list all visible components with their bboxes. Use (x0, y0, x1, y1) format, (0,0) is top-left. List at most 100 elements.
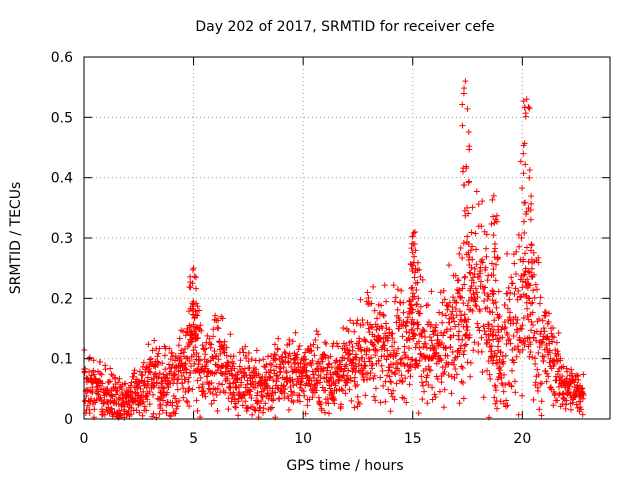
data-point (345, 367, 352, 374)
data-point (461, 85, 468, 92)
data-point (490, 288, 497, 295)
data-point (286, 341, 293, 348)
data-point (419, 379, 426, 386)
data-point (231, 365, 238, 372)
data-point (531, 294, 538, 301)
data-point (208, 380, 215, 387)
data-point (371, 372, 378, 379)
data-point (555, 329, 562, 336)
data-point (482, 264, 489, 271)
data-point (403, 319, 410, 326)
data-point (410, 290, 417, 297)
data-point (464, 359, 471, 366)
data-point (527, 216, 534, 223)
data-point (135, 378, 142, 385)
data-point (172, 395, 179, 402)
data-point (513, 353, 520, 360)
data-point (481, 289, 488, 296)
data-point (196, 307, 203, 314)
data-point (167, 413, 174, 420)
data-point (275, 375, 282, 382)
data-point (523, 208, 530, 215)
data-point (509, 367, 516, 374)
x-tick-label: 15 (404, 431, 422, 447)
data-point (186, 341, 193, 348)
data-point (405, 367, 412, 374)
data-point (145, 341, 152, 348)
data-point (281, 349, 288, 356)
data-point (89, 378, 96, 385)
data-point (192, 344, 199, 351)
data-point (438, 357, 445, 364)
data-point (520, 218, 527, 225)
data-point (367, 375, 374, 382)
data-point (411, 253, 418, 260)
data-point (466, 146, 473, 153)
data-point (404, 314, 411, 321)
data-point (84, 402, 91, 409)
data-point (459, 364, 466, 371)
data-point (501, 301, 508, 308)
data-point (185, 378, 192, 385)
data-point (384, 337, 391, 344)
data-point (497, 398, 504, 405)
data-point (293, 369, 300, 376)
data-point (405, 335, 412, 342)
data-point (174, 376, 181, 383)
data-point (267, 366, 274, 373)
data-point (155, 374, 162, 381)
data-point (522, 268, 529, 275)
data-point (228, 371, 235, 378)
data-point (217, 350, 224, 357)
data-point (504, 250, 511, 257)
data-point (551, 360, 558, 367)
data-point (183, 329, 190, 336)
data-point (307, 382, 314, 389)
data-point (262, 400, 269, 407)
data-point (406, 381, 413, 388)
data-point (536, 344, 543, 351)
data-point (153, 379, 160, 386)
data-point (492, 332, 499, 339)
data-point (264, 389, 271, 396)
data-point (96, 382, 103, 389)
data-point (317, 379, 324, 386)
data-point (459, 255, 466, 262)
data-point (272, 389, 279, 396)
data-point (464, 324, 471, 330)
data-point (491, 254, 498, 261)
data-point (212, 312, 219, 319)
data-point (88, 395, 95, 402)
data-point (473, 188, 480, 195)
data-point (285, 359, 292, 366)
data-point (460, 90, 467, 97)
data-point (346, 386, 353, 393)
data-point (244, 405, 251, 412)
data-point (469, 307, 476, 314)
data-point (536, 300, 543, 307)
data-point (314, 344, 321, 351)
data-point (517, 293, 524, 300)
data-point (89, 384, 96, 391)
data-point (348, 397, 355, 404)
data-point (474, 294, 481, 301)
data-point (555, 368, 562, 375)
data-point (109, 393, 116, 400)
data-point (418, 373, 425, 380)
data-point (276, 368, 283, 375)
data-point (165, 361, 172, 368)
y-axis-label: SRMTID / TECUs (8, 182, 24, 295)
data-point (273, 352, 280, 359)
data-point (194, 312, 201, 319)
data-point (507, 289, 514, 296)
data-point (381, 282, 388, 289)
data-point (370, 375, 377, 382)
data-point (401, 362, 408, 369)
data-point (197, 374, 204, 381)
data-point (398, 361, 405, 368)
data-point (187, 370, 194, 377)
data-point (515, 231, 522, 238)
data-point (127, 382, 134, 389)
data-point (415, 362, 422, 369)
data-point (195, 325, 202, 332)
